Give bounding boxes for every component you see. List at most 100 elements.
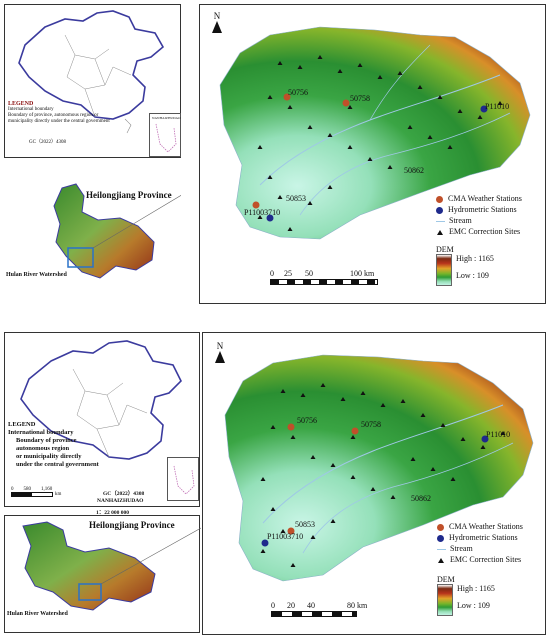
scale-tick: 580: [23, 487, 32, 492]
china-map-panel-top: LEGEND International boundary Boundary o…: [4, 4, 181, 158]
connector-line: [100, 527, 201, 585]
legend-hydro: Hydrometric Stations: [437, 532, 523, 543]
watershed-box: [78, 583, 102, 601]
legend-cma: CMA Weather Stations: [437, 521, 523, 532]
province-boundaries: [64, 34, 132, 118]
legend-hydro-label: Hydrometric Stations: [448, 205, 517, 214]
legend-stream-label: Stream: [450, 544, 473, 553]
triangle-icon: [438, 557, 444, 563]
watershed-dem: [219, 26, 531, 240]
scale-tick: 1,160: [41, 487, 53, 492]
heilongjiang-outline: [53, 183, 155, 279]
legend-stream: Stream: [437, 543, 523, 554]
china-map-panel-bottom: LEGEND International boundary Boundary o…: [4, 332, 200, 507]
station-label: P11010: [485, 102, 509, 111]
hydro-station-marker: [481, 435, 489, 443]
watershed-label: Hulan River Watershed: [7, 611, 68, 617]
dem-map-top: 50756 50758 P11010 50862 50853 P11003710: [219, 26, 531, 240]
station-label: 50853: [286, 194, 306, 203]
station-label: P11010: [486, 430, 510, 439]
dem-map-bottom: 50756 50758 P11010 50862 50853 P11003710: [224, 354, 534, 582]
heilongjiang-outline: [22, 521, 156, 611]
north-arrow: N: [212, 11, 222, 33]
scale-tick: 80 km: [347, 601, 368, 610]
scale-tick: 25: [284, 269, 292, 278]
triangle-icon: [437, 229, 443, 235]
china-scale: 0 580 1,160 km: [11, 487, 61, 497]
scale-bar: 0 25 50 100 km: [270, 269, 382, 285]
inset-scale: 1：22 000 000: [96, 510, 130, 516]
north-arrow-label: N: [216, 341, 224, 351]
stream-line-icon: [437, 548, 446, 550]
dem-low: Low : 109: [457, 601, 490, 610]
dem-high: High : 1165: [456, 254, 494, 263]
cma-dot-icon: [437, 523, 444, 531]
scale-tick: 0: [271, 601, 275, 610]
emc-sites: [260, 383, 506, 567]
hydro-dot-icon: [437, 534, 444, 542]
stream-branch: [299, 112, 511, 216]
province-map-top: [53, 183, 181, 279]
province-map-bottom: [22, 521, 201, 611]
legend-item: Boundary of province: [16, 437, 77, 444]
province-title: Heilongjiang Province: [89, 520, 175, 530]
connector-line: [92, 195, 181, 249]
china-legend: LEGEND International boundary Boundary o…: [8, 421, 128, 469]
cma-station-marker: [283, 93, 291, 101]
north-arrow-label: N: [213, 11, 221, 21]
north-arrow-icon: [212, 21, 222, 33]
station-label: 50862: [411, 494, 431, 503]
legend-stream: Stream: [436, 215, 522, 226]
stream-line-icon: [436, 220, 445, 222]
province-boundaries: [72, 368, 148, 458]
china-map-top: [18, 10, 165, 134]
main-map-panel-bottom: 50756 50758 P11010 50862 50853 P11003710…: [202, 332, 546, 635]
legend-emc: EMC Correction Sites: [436, 226, 522, 237]
scale-tick: 40: [307, 601, 315, 610]
north-arrow: N: [215, 341, 225, 363]
hydro-dot-icon: [436, 206, 443, 214]
cma-station-marker: [287, 423, 295, 431]
legend-hydro: Hydrometric Stations: [436, 204, 522, 215]
watershed-box: [67, 247, 94, 268]
scale-tick: 0: [11, 487, 14, 492]
legend-item: autonomous region: [16, 445, 70, 452]
station-label: 50853: [295, 520, 315, 529]
cma-station-marker: [287, 527, 295, 535]
legend-cma-label: CMA Weather Stations: [449, 522, 523, 531]
inset-label: NANHAIZHUDAO: [152, 116, 181, 120]
legend-stream-label: Stream: [449, 216, 472, 225]
gc-label: GC（2022）4308: [29, 140, 66, 145]
station-label: 50862: [404, 166, 424, 175]
dem-legend: DEM High : 1165 Low : 109: [436, 245, 494, 286]
emc-sites: [257, 55, 503, 231]
cma-station-marker: [351, 427, 359, 435]
china-map-bottom: [20, 340, 182, 460]
dem-colorbar: [436, 254, 452, 286]
station-label: 50756: [288, 88, 308, 97]
scale-tick: 50: [305, 269, 313, 278]
legend-title: LEGEND: [8, 421, 36, 428]
main-map-panel-top: 50756 50758 P11010 50862 50853 P11003710…: [199, 4, 546, 304]
stream-branch: [302, 442, 514, 554]
legend-item: Boundary of province, autonomous region …: [8, 113, 110, 124]
cma-station-marker: [342, 99, 350, 107]
dem-title: DEM: [437, 575, 455, 584]
station-label: 50756: [297, 416, 317, 425]
hydro-station-marker: [480, 105, 488, 113]
legend-item: under the central government: [16, 461, 99, 468]
legend-emc-label: EMC Correction Sites: [449, 227, 521, 236]
province-panel-top: Heilongjiang Province Hulan River Waters…: [4, 160, 181, 308]
station-label: 50758: [361, 420, 381, 429]
dem-low: Low : 109: [456, 271, 489, 280]
scale-unit: km: [55, 492, 62, 497]
legend-item: International boundary: [8, 429, 74, 436]
stream-main: [262, 404, 504, 524]
station-label: 50758: [350, 94, 370, 103]
watershed-label: Hulan River Watershed: [6, 272, 67, 278]
gc-label: GC（2022）4308: [103, 491, 145, 497]
scale-tick: 0: [270, 269, 274, 278]
legend-emc: EMC Correction Sites: [437, 554, 523, 565]
dem-colorbar: [437, 584, 453, 616]
scale-tick: 20: [287, 601, 295, 610]
